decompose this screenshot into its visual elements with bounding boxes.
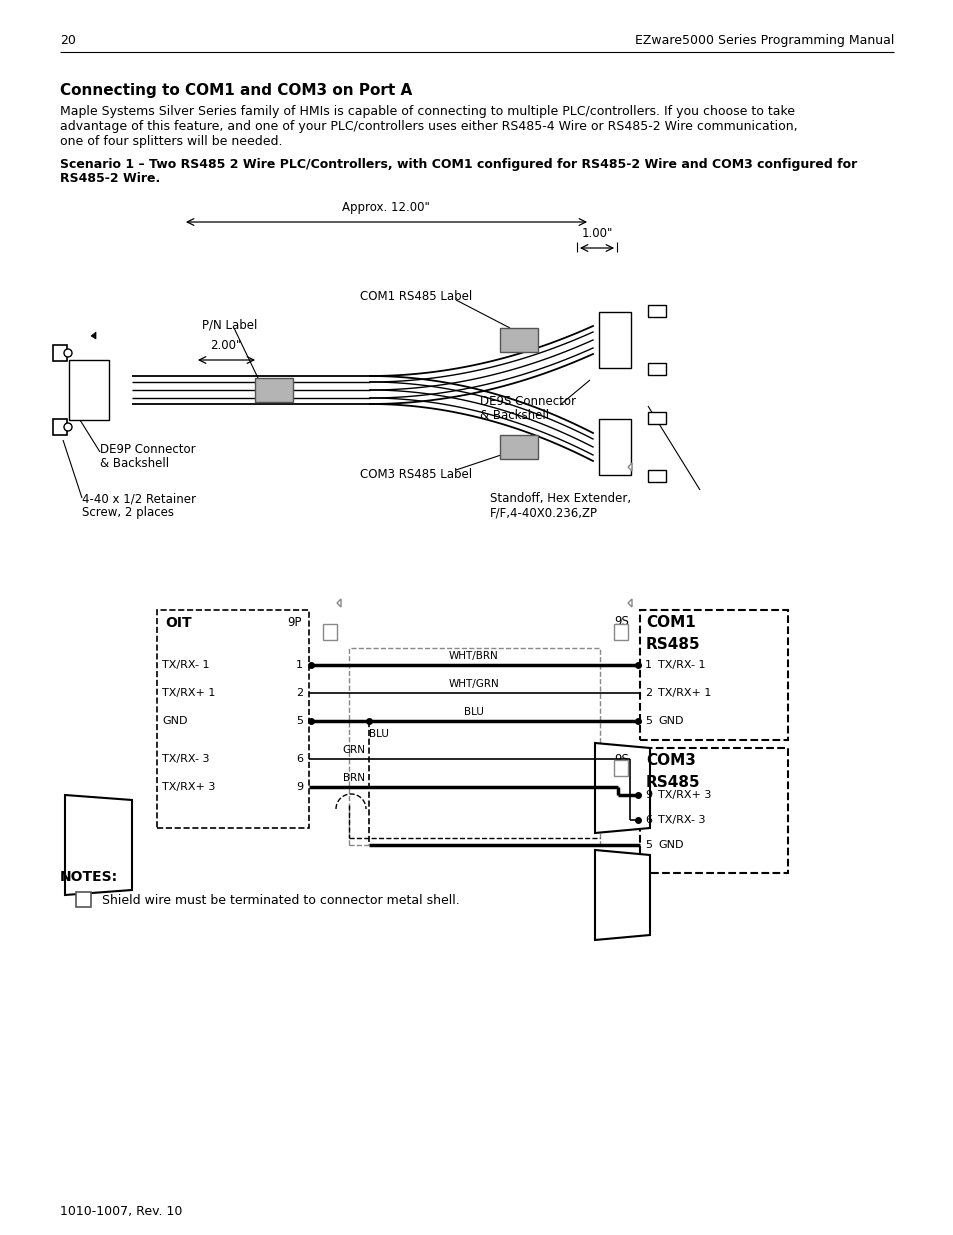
- Text: RS485-2 Wire.: RS485-2 Wire.: [60, 172, 160, 185]
- Circle shape: [64, 350, 71, 357]
- Bar: [53, 419, 67, 435]
- Text: GND: GND: [658, 840, 682, 850]
- Bar: [598, 312, 630, 368]
- Text: 6: 6: [295, 755, 303, 764]
- Text: 2.00": 2.00": [210, 338, 241, 352]
- Text: & Backshell: & Backshell: [479, 409, 549, 422]
- Bar: [254, 378, 293, 403]
- Text: P/N Label: P/N Label: [202, 317, 257, 331]
- Text: RS485: RS485: [645, 776, 700, 790]
- Bar: [647, 412, 665, 424]
- Text: COM3 RS485 Label: COM3 RS485 Label: [359, 468, 472, 480]
- Text: 1: 1: [327, 627, 333, 637]
- Text: 9: 9: [295, 782, 303, 792]
- Text: 1: 1: [618, 763, 623, 773]
- Text: Standoff, Hex Extender,: Standoff, Hex Extender,: [490, 492, 631, 505]
- Text: 5: 5: [644, 840, 651, 850]
- Text: Shield wire must be terminated to connector metal shell.: Shield wire must be terminated to connec…: [102, 894, 459, 906]
- Text: TX/RX+ 3: TX/RX+ 3: [658, 790, 711, 800]
- Text: TX/RX- 3: TX/RX- 3: [658, 815, 705, 825]
- Text: F/F,4-40X0.236,ZP: F/F,4-40X0.236,ZP: [490, 506, 598, 519]
- Text: 5: 5: [644, 716, 651, 726]
- Text: DE9S Connector: DE9S Connector: [479, 395, 576, 408]
- Text: BLU: BLU: [369, 729, 389, 739]
- Text: Connecting to COM1 and COM3 on Port A: Connecting to COM1 and COM3 on Port A: [60, 83, 412, 98]
- Text: GRN: GRN: [342, 745, 365, 755]
- Text: EZware5000 Series Programming Manual: EZware5000 Series Programming Manual: [634, 35, 893, 47]
- Text: 4-40 x 1/2 Retainer: 4-40 x 1/2 Retainer: [82, 492, 195, 505]
- Text: RS485: RS485: [645, 637, 700, 652]
- Text: 5: 5: [295, 716, 303, 726]
- Text: 9S: 9S: [614, 753, 628, 766]
- Bar: [157, 610, 309, 827]
- Polygon shape: [91, 332, 96, 338]
- Text: 1010-1007, Rev. 10: 1010-1007, Rev. 10: [60, 1205, 182, 1218]
- Text: 1: 1: [618, 627, 623, 637]
- Bar: [499, 435, 537, 459]
- Text: 1: 1: [295, 659, 303, 671]
- Text: 1.00": 1.00": [580, 227, 612, 240]
- Text: WHT/GRN: WHT/GRN: [448, 679, 498, 689]
- Text: GND: GND: [162, 716, 188, 726]
- Text: 6: 6: [644, 815, 651, 825]
- Text: TX/RX- 1: TX/RX- 1: [162, 659, 210, 671]
- Text: & Backshell: & Backshell: [100, 457, 169, 471]
- Polygon shape: [595, 743, 649, 832]
- Text: 2: 2: [295, 688, 303, 698]
- Bar: [614, 760, 627, 776]
- Text: 20: 20: [60, 35, 76, 47]
- Text: NOTES:: NOTES:: [60, 869, 118, 884]
- Text: 9P: 9P: [287, 616, 301, 629]
- Text: 1: 1: [644, 659, 651, 671]
- Text: Scenario 1 – Two RS485 2 Wire PLC/Controllers, with COM1 configured for RS485-2 : Scenario 1 – Two RS485 2 Wire PLC/Contro…: [60, 158, 857, 170]
- Text: Maple Systems Silver Series family of HMIs is capable of connecting to multiple : Maple Systems Silver Series family of HM…: [60, 105, 794, 119]
- Text: GND: GND: [658, 716, 682, 726]
- Text: Screw, 2 places: Screw, 2 places: [82, 506, 173, 519]
- Text: WHT/BRN: WHT/BRN: [449, 651, 498, 661]
- Text: advantage of this feature, and one of your PLC/controllers uses either RS485-4 W: advantage of this feature, and one of yo…: [60, 120, 797, 133]
- Text: TX/RX+ 1: TX/RX+ 1: [162, 688, 215, 698]
- Text: BLU: BLU: [463, 706, 483, 718]
- Text: one of four splitters will be needed.: one of four splitters will be needed.: [60, 135, 282, 148]
- Bar: [76, 892, 91, 906]
- Text: TX/RX+ 1: TX/RX+ 1: [658, 688, 711, 698]
- Bar: [647, 471, 665, 482]
- Text: TX/RX+ 3: TX/RX+ 3: [162, 782, 215, 792]
- Text: 1: 1: [80, 895, 86, 905]
- Text: OIT: OIT: [165, 616, 192, 630]
- Polygon shape: [336, 599, 340, 606]
- Text: COM3: COM3: [645, 753, 695, 768]
- Text: COM1: COM1: [645, 615, 695, 630]
- Text: TX/RX- 3: TX/RX- 3: [162, 755, 210, 764]
- Polygon shape: [65, 795, 132, 895]
- Bar: [598, 419, 630, 475]
- Text: 9S: 9S: [614, 615, 628, 629]
- Bar: [69, 359, 109, 420]
- Polygon shape: [627, 463, 631, 471]
- Bar: [639, 748, 787, 873]
- Bar: [349, 648, 599, 845]
- Polygon shape: [627, 599, 631, 606]
- Polygon shape: [595, 850, 649, 940]
- Text: 9: 9: [644, 790, 652, 800]
- Bar: [323, 624, 336, 640]
- Bar: [639, 610, 787, 740]
- Text: 2: 2: [644, 688, 652, 698]
- Bar: [53, 345, 67, 361]
- Text: DE9P Connector: DE9P Connector: [100, 443, 195, 456]
- Text: BRN: BRN: [343, 773, 365, 783]
- Bar: [499, 329, 537, 352]
- Bar: [647, 363, 665, 375]
- Bar: [647, 305, 665, 317]
- Text: TX/RX- 1: TX/RX- 1: [658, 659, 705, 671]
- Circle shape: [64, 424, 71, 431]
- Text: COM1 RS485 Label: COM1 RS485 Label: [359, 290, 472, 303]
- Bar: [614, 624, 627, 640]
- Text: Approx. 12.00": Approx. 12.00": [342, 201, 430, 214]
